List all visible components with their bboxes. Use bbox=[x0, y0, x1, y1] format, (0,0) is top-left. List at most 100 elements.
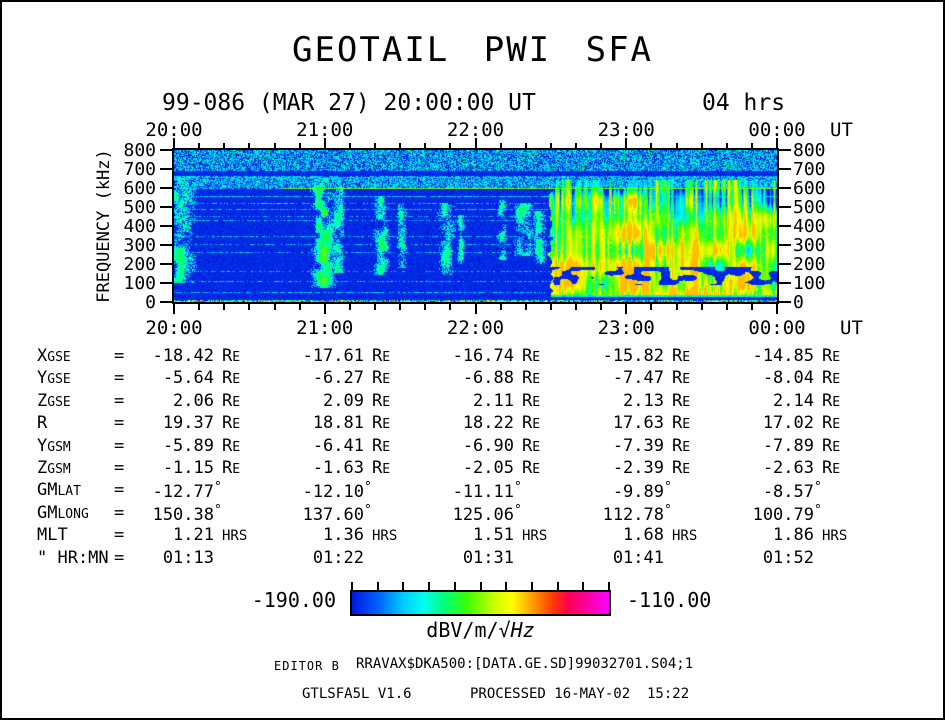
time-tick-top bbox=[198, 143, 201, 148]
freq-tick-label-left: 0 bbox=[145, 292, 156, 313]
time-tick-top bbox=[323, 138, 326, 148]
time-tick-top bbox=[399, 143, 402, 148]
ephemeris-unit: E bbox=[682, 439, 691, 455]
ephemeris-cell: 17.02 RE bbox=[702, 413, 852, 433]
ephemeris-value: -6.27 bbox=[312, 368, 364, 389]
ephemeris-value: 01:52 bbox=[762, 547, 814, 568]
ephemeris-unit: R bbox=[522, 390, 533, 411]
time-tick-label: 21:00 bbox=[296, 317, 354, 339]
ephemeris-unit: R bbox=[222, 435, 233, 456]
time-tick-bottom bbox=[700, 304, 703, 310]
ephemeris-unit: ° bbox=[514, 502, 522, 518]
freq-tick-label-left: 800 bbox=[123, 140, 156, 161]
freq-tick-left bbox=[160, 168, 173, 170]
ephemeris-unit: E bbox=[832, 439, 841, 455]
ephemeris-value: 2.11 bbox=[473, 390, 514, 411]
ephemeris-eq: = bbox=[114, 502, 125, 523]
ephemeris-cell: -6.90 RE bbox=[402, 436, 552, 456]
ephemeris-label-main: Z bbox=[37, 458, 48, 478]
ephemeris-unit: E bbox=[232, 372, 241, 388]
ephemeris-cell: 2.14 RE bbox=[702, 391, 852, 411]
ephemeris-value: -2.63 bbox=[762, 458, 814, 478]
ephemeris-unit: R bbox=[672, 458, 683, 478]
time-tick-top bbox=[675, 143, 678, 148]
ephemeris-cell: 01:13 bbox=[102, 548, 252, 568]
freq-tick-left bbox=[160, 225, 173, 227]
time-tick-bottom bbox=[625, 304, 628, 314]
ephemeris-cell: -12.10° bbox=[252, 480, 402, 502]
time-tick-bottom bbox=[524, 304, 527, 310]
ephemeris-row: ZGSE = 2.06 RE 2.09 RE 2.11 RE 2.13 RE 2.14 RE bbox=[2, 391, 943, 413]
time-tick-bottom bbox=[776, 304, 778, 314]
colorbar-tick bbox=[556, 582, 559, 590]
ephemeris-value: 112.78 bbox=[602, 504, 664, 525]
colorbar-unit-hz: Hz bbox=[510, 618, 535, 642]
freq-tick-label-left: 500 bbox=[123, 197, 156, 218]
freq-tick-label-right: 600 bbox=[793, 178, 826, 199]
ephemeris-unit: R bbox=[222, 390, 233, 411]
ephemeris-label: YGSM bbox=[37, 436, 71, 456]
freq-tick-right bbox=[778, 187, 791, 189]
ephemeris-value: -8.57 bbox=[762, 482, 814, 503]
time-tick-bottom bbox=[323, 304, 326, 314]
colorbar-max-label: -110.00 bbox=[627, 588, 712, 612]
source-file-label: RRAVAX$DKA500:[DATA.GE.SD]99032701.S04;1 bbox=[356, 656, 694, 672]
ephemeris-cell: -5.89 RE bbox=[102, 436, 252, 456]
ephemeris-eq: = bbox=[114, 390, 125, 411]
freq-tick-label-left: 700 bbox=[123, 159, 156, 180]
ephemeris-unit: E bbox=[532, 417, 541, 433]
ephemeris-value: 137.60 bbox=[302, 504, 364, 525]
start-time-label: 99-086 (MAR 27) 20:00:00 UT bbox=[162, 90, 536, 116]
editor-label: EDITOR B bbox=[274, 659, 340, 673]
time-tick-bottom bbox=[600, 304, 603, 310]
ephemeris-unit: R bbox=[822, 368, 833, 389]
time-tick-bottom bbox=[223, 304, 226, 310]
freq-tick-label-left: 200 bbox=[123, 254, 156, 275]
ephemeris-unit: R bbox=[372, 413, 383, 434]
time-tick-top bbox=[273, 143, 276, 148]
freq-tick-label-left: 100 bbox=[123, 273, 156, 294]
ephemeris-unit: E bbox=[832, 372, 841, 388]
ephemeris-value: -5.64 bbox=[162, 368, 214, 389]
ephemeris-cell: 1.68 HRS bbox=[552, 525, 702, 545]
ephemeris-label-main: X bbox=[37, 346, 48, 366]
ephemeris-unit: HRS bbox=[222, 528, 248, 545]
time-tick-bottom bbox=[725, 304, 728, 310]
freq-tick-left bbox=[160, 187, 173, 189]
ephemeris-unit: E bbox=[382, 462, 391, 477]
ephemeris-cell: -1.63 RE bbox=[252, 458, 402, 478]
sqrt-symbol: √ bbox=[498, 618, 511, 642]
ephemeris-unit: R bbox=[372, 435, 383, 456]
freq-tick-right bbox=[778, 301, 791, 303]
ephemeris-cell: -2.39 RE bbox=[552, 458, 702, 478]
ephemeris-row: YGSE = -5.64 RE -6.27 RE -6.88 RE -7.47 RE -8.04 RE bbox=[2, 368, 943, 390]
freq-tick-label-right: 400 bbox=[793, 216, 826, 237]
ephemeris-unit: R bbox=[222, 413, 233, 434]
ephemeris-value: -18.42 bbox=[152, 346, 214, 366]
ephemeris-unit: E bbox=[682, 350, 691, 365]
ephemeris-row: " HR:MN = 01:13 01:22 01:31 01:41 01:52 bbox=[2, 548, 943, 570]
ephemeris-unit: R bbox=[822, 413, 833, 434]
ephemeris-cell: 125.06° bbox=[402, 503, 552, 525]
freq-tick-label-right: 100 bbox=[793, 273, 826, 294]
ephemeris-eq: = bbox=[114, 346, 125, 366]
ephemeris-cell: 01:22 bbox=[252, 548, 402, 568]
colorbar-unit-label: dBV/m/√Hz bbox=[350, 618, 611, 642]
time-tick-top bbox=[248, 143, 251, 148]
ephemeris-label-main: Z bbox=[37, 390, 48, 411]
ephemeris-cell: 137.60° bbox=[252, 503, 402, 525]
freq-tick-left bbox=[160, 282, 173, 284]
time-tick-bottom bbox=[499, 304, 502, 310]
ephemeris-value: 1.21 bbox=[173, 525, 214, 546]
time-tick-top bbox=[298, 143, 301, 148]
ephemeris-value: 19.37 bbox=[162, 413, 214, 434]
freq-tick-right bbox=[778, 168, 791, 170]
time-tick-bottom bbox=[348, 304, 351, 310]
ephemeris-unit: ° bbox=[364, 502, 372, 518]
colorbar-tick bbox=[402, 582, 405, 590]
ephemeris-label-sub: GSE bbox=[47, 394, 71, 410]
time-tick-top bbox=[575, 143, 577, 148]
ephemeris-unit: E bbox=[832, 394, 841, 410]
ephemeris-value: -16.74 bbox=[452, 346, 514, 366]
